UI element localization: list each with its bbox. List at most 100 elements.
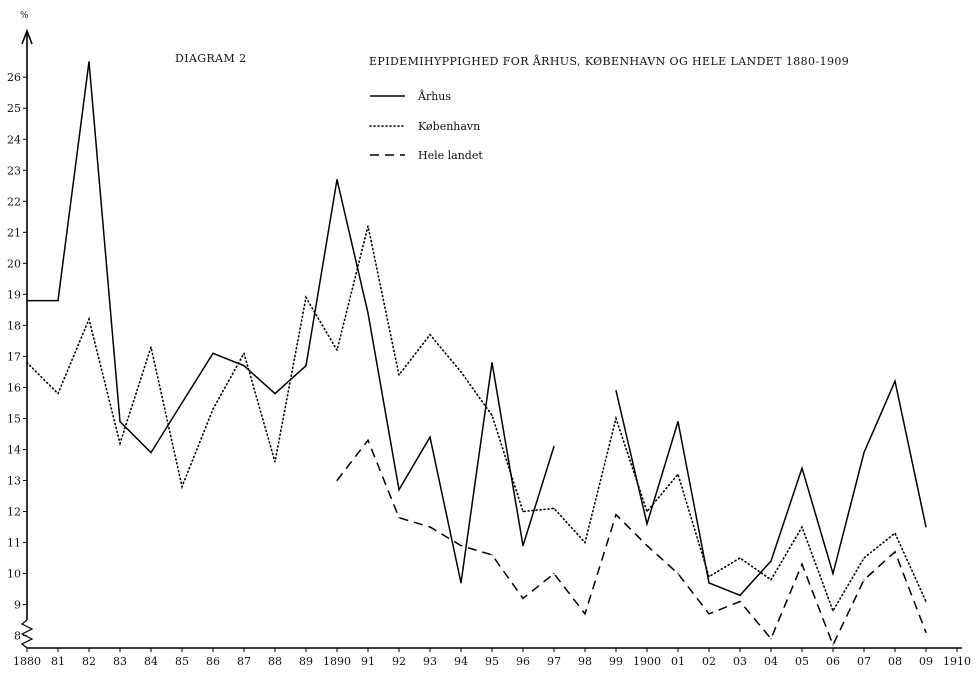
data-point-arhus [553,445,555,447]
x-tick-label: 85 [175,655,189,668]
x-tick-label: 91 [361,655,375,668]
data-point-arhus [925,526,927,528]
data-point-kobenhavn [88,318,90,320]
x-ticks: 1880 81 82 83 84 85 86 87 88 89 1890 91 92 93 94 95 96 97… [13,648,971,668]
x-tick-label: 1910 [943,655,971,668]
x-tick-label: 82 [82,655,96,668]
data-point-arhus [367,312,369,314]
series-hele-landet [336,438,927,647]
series-line-arhus [615,378,927,597]
data-point-arhus [708,582,710,584]
data-point-arhus [770,560,772,562]
y-tick-label: 12 [7,506,21,519]
legend-label-kobenhavn: København [418,120,480,133]
data-point-hele-landet [522,597,524,600]
y-tick-label: 13 [7,474,21,487]
data-point-kobenhavn [801,526,803,528]
data-point-arhus [677,421,679,423]
y-tick-label: 22 [7,195,21,208]
data-point-kobenhavn [863,557,865,559]
x-tick-label: 02 [702,655,716,668]
x-tick-label: 88 [268,655,282,668]
series-kobenhavn [26,225,927,613]
y-tick-label: 19 [7,288,21,301]
x-tick-label: 97 [547,655,561,668]
data-point-hele-landet [398,517,400,519]
y-tick-label: 26 [7,71,21,84]
y-axis-arrow [21,28,33,45]
x-tick-label: 01 [671,655,685,668]
data-point-hele-landet [863,579,865,581]
data-point-arhus [181,402,183,404]
data-point-kobenhavn [429,334,431,336]
series-line-kobenhavn [26,225,927,613]
data-point-kobenhavn [925,600,927,603]
data-point-kobenhavn [677,473,679,475]
y-tick-label: 10 [7,568,21,581]
data-point-kobenhavn [770,579,772,581]
x-tick-label: 05 [795,655,809,668]
x-tick-label: 06 [826,655,840,668]
x-tick-label: 03 [733,655,747,668]
data-point-arhus [615,389,617,392]
y-tick-label: 16 [7,381,21,394]
y-tick-label: 17 [7,350,21,363]
data-point-arhus [88,61,90,63]
data-point-arhus [491,362,493,364]
data-point-arhus [398,489,400,491]
y-tick-label: 21 [7,226,21,239]
y-tick-label: 15 [7,412,21,425]
data-point-kobenhavn [739,557,741,559]
data-point-arhus [305,365,307,367]
data-point-kobenhavn [553,507,555,509]
data-point-hele-landet [801,563,803,565]
series-layer [26,61,927,647]
data-point-kobenhavn [150,346,152,348]
data-point-kobenhavn [398,374,400,376]
legend: Århus København Hele landet [369,89,483,162]
data-point-arhus [460,582,462,584]
x-tick-label: 81 [51,655,65,668]
data-point-kobenhavn [832,610,834,612]
x-tick-label: 94 [454,655,468,668]
series-arhus [26,61,927,597]
data-point-kobenhavn [894,532,896,534]
data-point-kobenhavn [460,371,462,373]
data-point-arhus [57,300,59,302]
data-point-kobenhavn [522,510,524,513]
data-point-kobenhavn [646,510,648,513]
diagram-label: DIAGRAM 2 [175,52,246,65]
x-tick-label: 98 [578,655,592,668]
data-point-hele-landet [367,439,369,441]
data-point-kobenhavn [212,408,214,410]
data-point-hele-landet [739,600,741,603]
data-point-arhus [274,393,276,395]
x-tick-label: 1890 [323,655,351,668]
data-point-arhus [119,421,121,423]
x-tick-label: 87 [237,655,251,668]
x-tick-label: 08 [888,655,902,668]
data-point-arhus [522,545,524,547]
data-point-kobenhavn [491,414,493,416]
data-point-kobenhavn [336,349,338,351]
data-point-hele-landet [615,514,617,516]
data-point-arhus [429,436,431,438]
y-axis-unit: % [20,11,29,21]
y-tick-label: 8 [14,630,21,643]
y-tick-label: 24 [7,133,21,146]
data-point-arhus [646,523,648,525]
data-point-arhus [832,573,834,575]
data-point-arhus [212,352,214,354]
y-tick-label: 25 [7,102,21,115]
data-point-hele-landet [925,631,927,634]
x-tick-label: 99 [609,655,623,668]
data-point-arhus [739,594,741,596]
x-tick-label: 84 [144,655,158,668]
data-point-hele-landet [646,545,648,547]
data-point-kobenhavn [274,461,276,463]
x-tick-label: 83 [113,655,127,668]
x-tick-label: 93 [423,655,437,668]
data-point-arhus [801,467,803,469]
